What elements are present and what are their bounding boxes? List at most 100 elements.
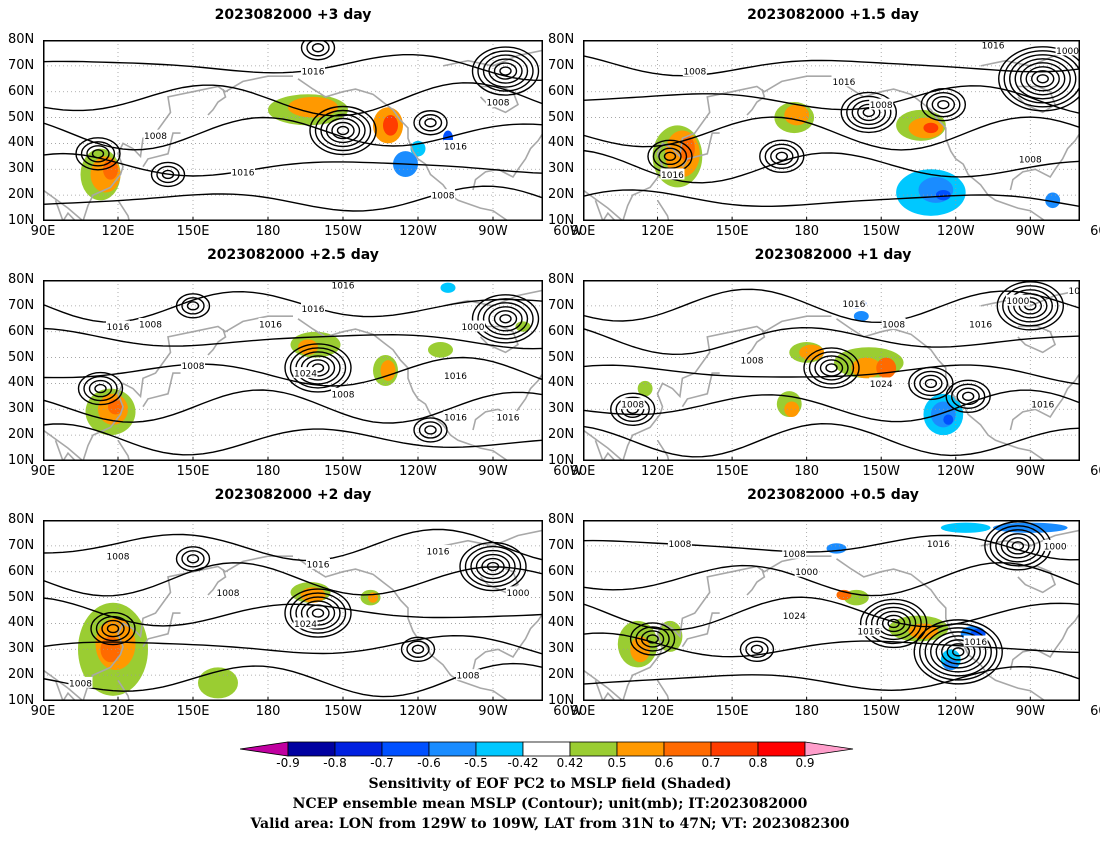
isobar-contour [610,392,656,426]
sensitivity-patch [943,414,954,425]
isobar-label: 1016 [302,305,325,315]
isobar-label: 1008 [741,357,764,367]
lon-tick-label: 90E [30,224,56,239]
lon-tick-label: 90E [570,464,596,479]
lat-tick-label: 70N [548,57,575,73]
coastline [681,612,720,648]
map-frame [583,40,1080,221]
lat-tick-label: 10N [8,213,35,228]
lon-tick-label: 180 [794,464,820,479]
lat-tick-label: 30N [548,401,575,417]
isobar-label: 1008 [69,679,92,689]
isobar-label: 1008 [107,553,130,563]
isobar-contour [424,425,437,435]
isobar-contour [583,326,1080,356]
lat-tick-label: 50N [8,589,35,605]
colorbar-tick-label: 0.6 [654,756,674,770]
lat-tick-label: 20N [8,427,35,443]
isobar-contour [175,293,211,319]
isobar-contour [1007,289,1053,323]
isobar-label: 1000 [795,568,818,578]
colorbar-tick-label: 0.7 [701,756,721,770]
isobar-contour [881,614,906,633]
isobar-contour [961,391,975,402]
isobar-contour [470,549,516,584]
isobar-label: 1024 [870,380,893,390]
sensitivity-patch [930,401,956,428]
lat-tick-label: 40N [8,615,35,631]
sensitivity-patch [940,522,991,533]
colorbar-box [569,741,618,757]
lon-tick-label: 120E [641,464,675,479]
isobar-contour [930,631,987,673]
isobar-contour [331,121,355,140]
isobar-contour [406,640,430,658]
isobar-label: 1008 [683,68,706,78]
lon-tick-label: 120E [101,464,135,479]
isobar-contour [919,623,998,681]
colorbar-box [334,741,383,757]
lon-tick-label: 90E [570,704,596,719]
colorbar-box [663,741,712,757]
isobar-contour [284,343,352,393]
coastline [1017,565,1057,594]
isobar-label: 1024 [294,370,317,380]
lat-tick-label: 30N [548,641,575,657]
lon-tick-label: 90W [1015,224,1045,239]
isobar-contour [583,189,1080,208]
isobar-contour [488,58,523,84]
isobar-contour [583,389,1080,423]
sensitivity-patch [657,620,683,652]
isobar-contour [583,596,1080,631]
isobar-contour [583,534,1080,561]
sensitivity-patch [288,96,338,118]
isobar-contour [640,630,665,648]
lat-tick-label: 30N [8,401,35,417]
lat-tick-label: 80N [548,32,575,47]
lon-tick-label: 120W [936,224,975,239]
isobar-contour [88,379,113,398]
isobar-contour [493,62,518,80]
isobar-contour [471,46,540,96]
isobar-contour [851,99,886,126]
colorbar-box [381,741,430,757]
lat-tick-label: 60N [548,563,575,579]
lat-tick-label: 40N [548,615,575,631]
panel-title-p2: 2023082000 +1.5 day [747,7,919,23]
isobar-label: 1008 [1019,155,1042,165]
isobar-contour [77,371,124,406]
isobar-label: 1000 [1044,542,1067,552]
lon-tick-label: 60W [1090,704,1100,719]
isobar-contour [43,152,543,177]
panel-title-p5: 2023082000 +2 day [214,487,372,503]
isobar-contour [477,50,534,92]
isobar-contour [311,608,325,618]
isobar-contour [482,54,529,88]
isobar-label: 1016 [964,638,987,648]
isobar-label: 1016 [969,320,992,330]
coastline [1009,612,1080,671]
sensitivity-patch [630,636,651,663]
coastline [583,75,832,221]
coastline [746,88,766,116]
isobar-contour [181,550,205,568]
isobar-contour [935,635,981,669]
isobar-label: 1016 [842,300,865,310]
isobar-contour [825,363,838,373]
sensitivity-patch [876,357,897,379]
isobar-contour [814,355,849,381]
isobar-contour [482,302,529,336]
isobar-contour [83,375,118,402]
isobar-contour [862,107,875,118]
isobar-contour [1014,58,1071,100]
lon-tick-label: 180 [255,704,281,719]
coastline [54,200,77,221]
footer-line-3: Valid area: LON from 129W to 109W, LAT f… [250,816,850,832]
map-panel-plus0-5day: 1008 1008 1000 1000 1016 1024 1016 1016 [583,520,1080,701]
lat-tick-label: 80N [548,512,575,527]
coastline [746,328,766,356]
lon-tick-label: 90W [1015,704,1045,719]
lon-tick-label: 180 [255,464,281,479]
isobar-label: 1008 [457,672,480,682]
coastline [836,318,1046,461]
